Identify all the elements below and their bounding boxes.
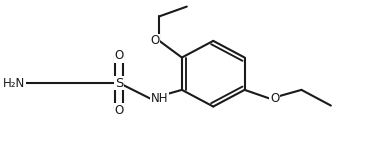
Text: O: O	[115, 104, 124, 117]
Text: H₂N: H₂N	[3, 76, 25, 90]
Text: NH: NH	[151, 92, 168, 105]
Text: S: S	[115, 76, 124, 90]
Text: O: O	[115, 49, 124, 62]
Text: O: O	[150, 34, 159, 47]
Text: O: O	[270, 92, 279, 105]
